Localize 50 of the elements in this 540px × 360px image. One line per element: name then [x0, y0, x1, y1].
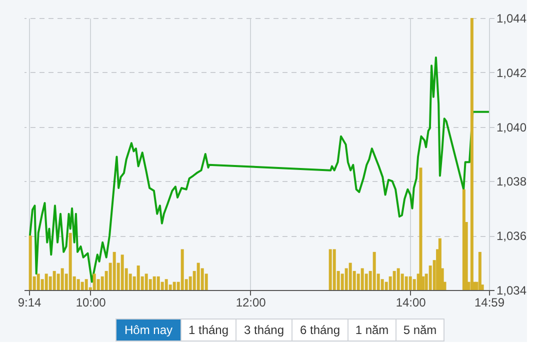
bar — [328, 249, 332, 290]
x-tick-label: 9:14 — [18, 296, 42, 310]
bar — [120, 254, 124, 290]
y-tick-label: 1,042 — [496, 66, 527, 80]
x-tick-label: 12:00 — [236, 296, 266, 310]
bar — [68, 232, 72, 290]
bar — [84, 279, 88, 290]
bar — [332, 249, 336, 290]
bar — [164, 279, 168, 290]
bar — [478, 252, 482, 290]
bar — [44, 274, 48, 290]
bar — [438, 238, 442, 290]
y-tick-label: 1,038 — [496, 174, 527, 189]
bar — [112, 252, 116, 290]
bar — [136, 266, 140, 290]
text: 5 năm — [403, 323, 437, 337]
bar — [28, 236, 32, 290]
bar — [408, 276, 412, 290]
bar — [156, 276, 160, 290]
text: 6 tháng — [300, 323, 340, 337]
bar — [172, 282, 176, 290]
bar — [152, 276, 156, 290]
bar — [60, 268, 64, 290]
bar — [372, 252, 376, 290]
bar — [392, 270, 396, 290]
bar — [360, 268, 364, 290]
bar — [76, 279, 80, 290]
bar — [348, 262, 352, 290]
bar — [404, 276, 408, 290]
bar — [470, 18, 474, 290]
bar — [419, 168, 422, 290]
bar — [52, 270, 56, 290]
y-tick-label: 1,036 — [496, 229, 527, 244]
bar — [396, 268, 400, 290]
text: 3 tháng — [244, 323, 284, 337]
x-tick-label: 10:00 — [76, 296, 106, 310]
bar — [196, 262, 200, 290]
text: 1 tháng — [188, 323, 229, 337]
y-tick-label: 1,034 — [496, 284, 527, 298]
bar — [144, 274, 148, 290]
text: Hôm nay — [124, 323, 173, 337]
x-tick-label: 14:00 — [396, 296, 426, 310]
bar — [80, 282, 84, 290]
bar — [36, 274, 40, 290]
y-tick-label: 1,044 — [496, 12, 527, 26]
x-tick-label: 14:59 — [474, 296, 505, 310]
y-tick-label: 1,040 — [496, 120, 527, 134]
text: 1 năm — [355, 323, 389, 337]
bar — [92, 274, 96, 290]
bar — [180, 249, 184, 290]
